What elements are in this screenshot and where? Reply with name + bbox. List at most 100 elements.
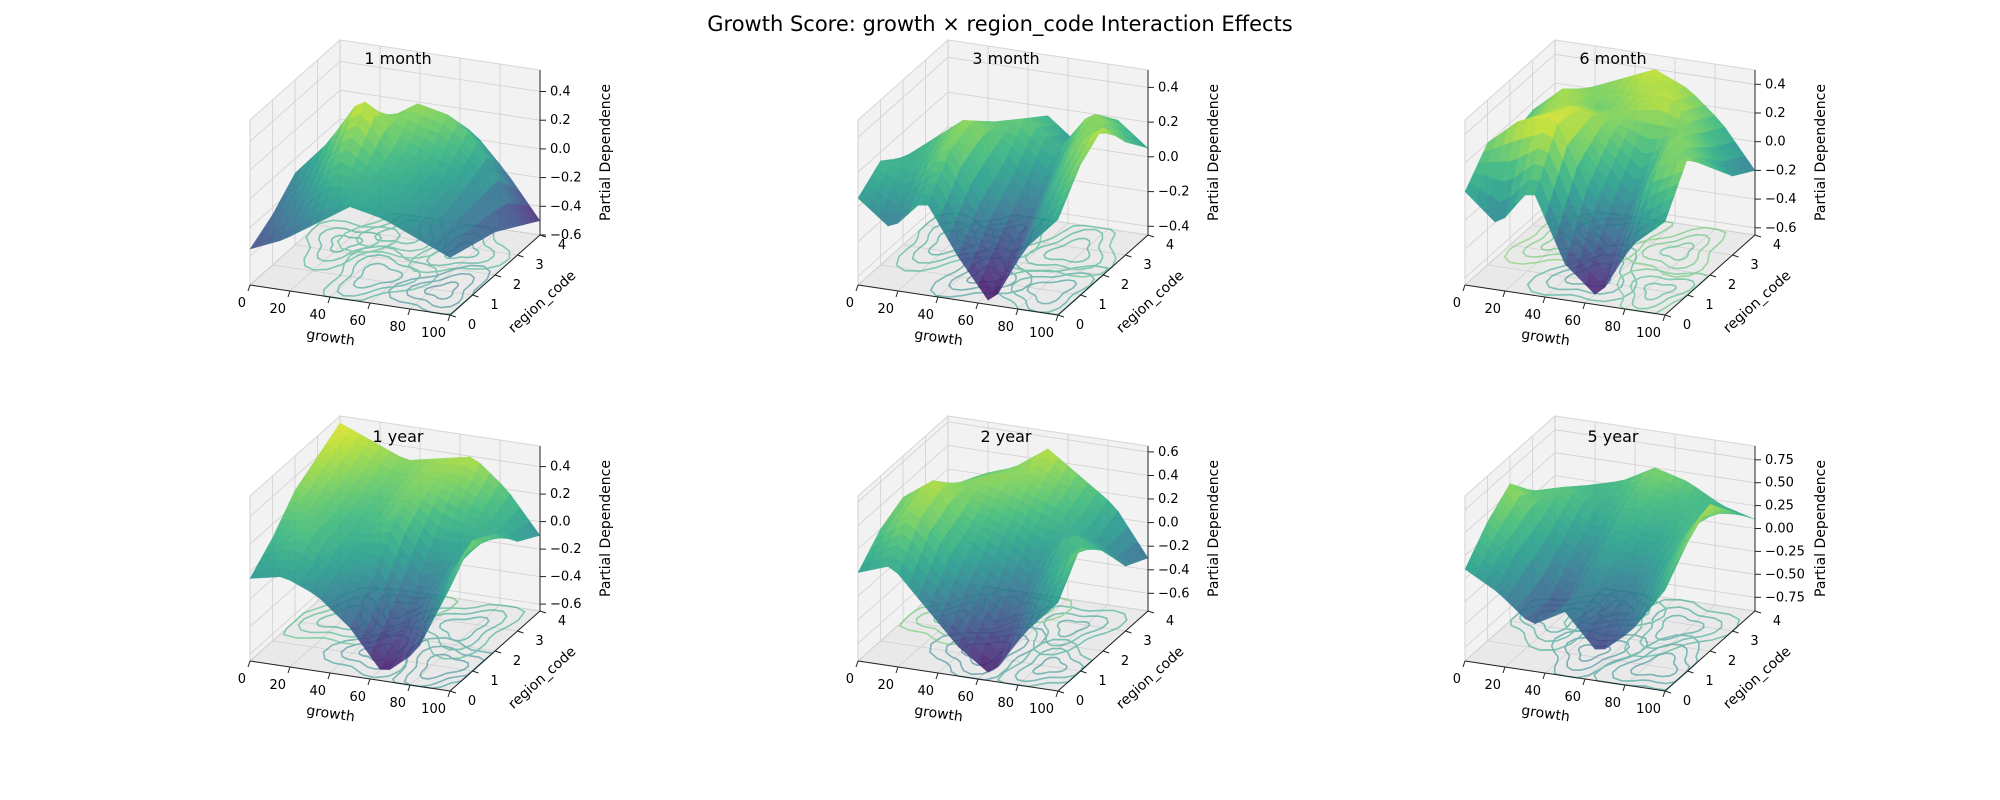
x-tick-label: 20 (1484, 302, 1501, 317)
contour-line (945, 633, 1030, 676)
z-tick-label: −0.6 (550, 228, 582, 243)
y-tick (1147, 234, 1155, 238)
contour-line (1043, 612, 1110, 647)
y-tick (1754, 610, 1762, 614)
x-tick (855, 660, 859, 668)
z-tick-label: −0.4 (1158, 219, 1190, 234)
grid-line (294, 244, 496, 276)
z-axis-label: Partial Dependence (598, 84, 614, 221)
y-tick (1080, 670, 1087, 674)
x-tick-label: 40 (917, 308, 934, 323)
z-tick-label: −0.6 (1765, 221, 1797, 236)
x-tick-label: 100 (421, 326, 446, 341)
contour-line (439, 616, 490, 642)
contour-line (1623, 598, 1741, 658)
x-tick (895, 290, 899, 298)
grid-line (857, 421, 949, 503)
x-tick (975, 678, 979, 686)
x-tick (287, 666, 291, 674)
subplot-title: 2 year (981, 427, 1032, 446)
z-tick-label: −0.6 (550, 597, 582, 612)
contour-line (1654, 614, 1705, 641)
x-tick (855, 284, 859, 292)
x-axis-label: growth (1520, 703, 1570, 726)
grid-line (249, 118, 341, 200)
y-tick-label: 3 (1750, 634, 1758, 649)
surface-facet (1047, 208, 1063, 229)
x-tick-label: 80 (389, 320, 406, 335)
x-axis-label: growth (913, 327, 963, 350)
contour-line (1564, 636, 1631, 672)
x-tick-label: 0 (846, 296, 854, 311)
x-tick (975, 302, 979, 310)
y-tick-label: 0 (468, 694, 476, 709)
x-axis-label: growth (1520, 327, 1570, 350)
x-tick-label: 100 (1029, 702, 1054, 717)
x-axis-line (249, 660, 451, 692)
x-tick-label: 40 (309, 308, 326, 323)
y-tick-label: 0 (1683, 694, 1691, 709)
surface-facet (1047, 591, 1063, 612)
y-tick (1709, 650, 1717, 654)
z-tick-label: 0.25 (1765, 499, 1794, 514)
contour-line (1026, 279, 1078, 305)
x-tick-label: 60 (957, 314, 974, 329)
x-tick-label: 20 (269, 302, 286, 317)
y-tick-label: 1 (490, 298, 498, 313)
subplot-title: 6 month (1579, 49, 1646, 68)
z-axis-label: Partial Dependence (1813, 84, 1829, 221)
y-tick (494, 274, 502, 278)
x-tick-label: 60 (1564, 690, 1581, 705)
y-tick-label: 2 (1121, 654, 1129, 669)
y-tick (1664, 690, 1672, 694)
y-tick-label: 0 (1076, 694, 1084, 709)
z-tick-label: −0.4 (550, 570, 582, 585)
z-tick-label: −0.4 (1158, 563, 1190, 578)
x-tick-label: 60 (349, 690, 366, 705)
z-tick-label: 0.0 (550, 142, 571, 157)
z-tick-label: 0.00 (1765, 522, 1794, 537)
subplot-title: 1 month (364, 49, 431, 68)
z-tick-label: 0.50 (1765, 476, 1794, 491)
surface (857, 113, 1149, 301)
y-tick-label: 2 (1728, 654, 1736, 669)
x-tick (895, 666, 899, 674)
surface-facet (439, 248, 455, 258)
grid-line (857, 57, 949, 138)
x-tick (1015, 684, 1019, 692)
grid-line (249, 89, 341, 171)
grid-line (1464, 197, 1556, 279)
y-tick (1125, 630, 1132, 634)
contour-line (352, 262, 404, 289)
z-tick-label: 0.2 (550, 487, 571, 502)
z-tick-label: 0.4 (550, 85, 571, 100)
z-tick-label: 0.4 (1158, 469, 1179, 484)
x-axis-line (1464, 284, 1666, 316)
x-tick-label: 60 (957, 690, 974, 705)
grid-line (947, 91, 1149, 123)
x-tick (935, 672, 939, 680)
x-axis-label: growth (305, 703, 355, 726)
x-tick-label: 0 (1453, 296, 1461, 311)
y-tick (1687, 670, 1694, 674)
x-tick-label: 100 (421, 702, 446, 717)
contour-line (303, 219, 402, 271)
x-tick-label: 0 (238, 296, 246, 311)
grid-line (947, 57, 1149, 88)
x-tick-label: 20 (269, 678, 286, 693)
x-axis-label: growth (913, 703, 963, 726)
x-tick (447, 690, 451, 698)
contour-line (1545, 253, 1625, 295)
y-tick (472, 670, 479, 674)
x-tick-label: 40 (1524, 684, 1541, 699)
contour-line (1641, 233, 1711, 270)
x-tick (1462, 660, 1466, 668)
y-tick (1080, 294, 1087, 298)
surface (1464, 467, 1756, 650)
surface-facet (439, 578, 455, 608)
x-tick (1622, 308, 1626, 316)
subplot-5: 0 20 40 60 80 10001234−0.6−0.4−0.20.00.20.40.… (846, 414, 1222, 726)
x-tick-label: 0 (846, 672, 854, 687)
x-tick (1055, 690, 1059, 698)
